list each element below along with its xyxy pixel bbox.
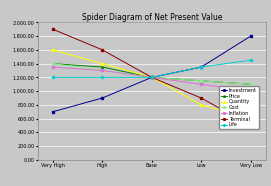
Terminal [150,76,153,78]
Line: Investment: Investment [52,35,252,113]
Cost [200,80,203,82]
Life [101,76,104,78]
Price [150,76,153,78]
Life [150,76,153,78]
Quantity [150,76,153,78]
Inflation [249,90,252,92]
Investment [101,97,104,99]
Inflation [200,83,203,85]
Investment [200,66,203,68]
Price [51,62,54,65]
Cost [150,76,153,78]
Terminal [101,49,104,51]
Inflation [101,69,104,72]
Investment [150,76,153,78]
Line: Inflation: Inflation [52,66,252,92]
Terminal [249,124,252,127]
Line: Life: Life [52,59,252,78]
Line: Price: Price [52,62,252,85]
Investment [249,35,252,37]
Quantity [101,62,104,65]
Line: Cost: Cost [52,62,252,85]
Inflation [150,76,153,78]
Price [200,80,203,82]
Investment [51,111,54,113]
Price [249,83,252,85]
Quantity [249,118,252,120]
Inflation [51,66,54,68]
Legend: Investment, Price, Quantity, Cost, Inflation, Terminal, Life: Investment, Price, Quantity, Cost, Infla… [220,86,259,129]
Cost [249,83,252,85]
Price [101,66,104,68]
Title: Spider Diagram of Net Present Value: Spider Diagram of Net Present Value [82,12,222,22]
Cost [51,62,54,65]
Life [51,76,54,78]
Line: Quantity: Quantity [52,49,252,120]
Quantity [200,104,203,106]
Terminal [51,28,54,30]
Terminal [200,97,203,99]
Cost [101,69,104,72]
Life [249,59,252,61]
Quantity [51,49,54,51]
Line: Terminal: Terminal [52,28,252,127]
Life [200,66,203,68]
